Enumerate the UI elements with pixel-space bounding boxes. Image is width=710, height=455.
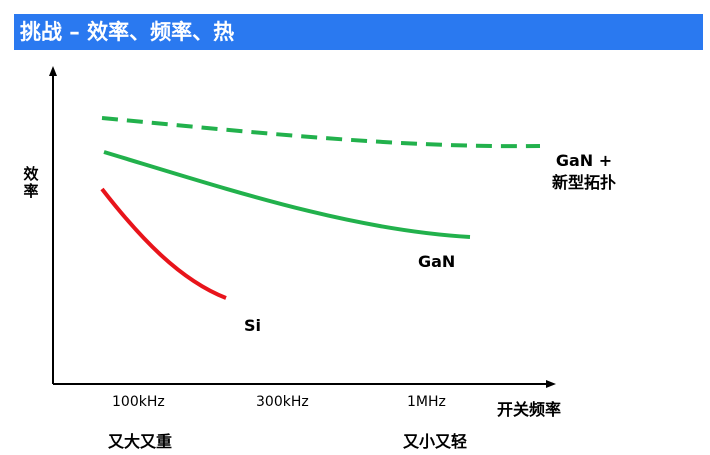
- y-axis-arrow: [49, 66, 57, 76]
- x-axis-label: 开关频率: [497, 400, 562, 419]
- y-axis-label: 效率: [23, 165, 39, 200]
- x-tick-100khz: 100kHz: [112, 394, 165, 410]
- title-bar: 挑战 – 效率、频率、热: [14, 14, 703, 50]
- gan-new-topology-label: GaN + 新型拓扑: [552, 150, 616, 194]
- curve-gan: [103, 150, 471, 239]
- page-title: 挑战 – 效率、频率、热: [20, 20, 235, 44]
- x-tick-1mhz: 1MHz: [407, 394, 446, 410]
- note-small-light: 又小又轻: [403, 432, 468, 451]
- gan-new-topology-label-line2: 新型拓扑: [552, 173, 617, 192]
- gan-new-topology-label-line1: GaN +: [555, 151, 613, 170]
- x-tick-300khz: 300kHz: [256, 394, 309, 410]
- note-large-heavy: 又大又重: [108, 432, 173, 451]
- curve-si: [100, 187, 227, 300]
- x-axis-arrow: [546, 380, 556, 388]
- curve-gan-new-topology: [101, 116, 541, 149]
- gan-label: GaN: [418, 252, 456, 271]
- si-label: Si: [244, 316, 262, 335]
